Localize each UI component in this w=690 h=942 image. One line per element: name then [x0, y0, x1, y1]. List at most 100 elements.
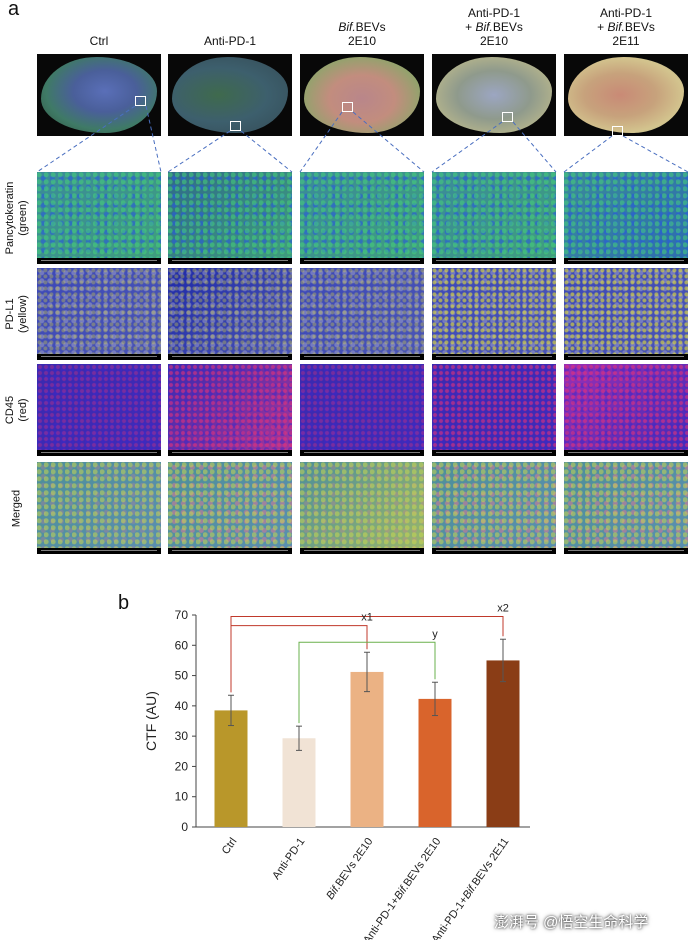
- significance-label: y: [432, 628, 438, 640]
- column-title-line: Bif.BEVs: [338, 20, 386, 34]
- micrograph-tile: [300, 172, 424, 264]
- tissue-section: [41, 57, 157, 133]
- micrograph-tile: [37, 364, 161, 456]
- micrograph-tile: [37, 172, 161, 264]
- column-title-line: + Bif.BEVs: [597, 20, 655, 34]
- column-title-line: Ctrl: [89, 34, 109, 48]
- y-axis-label: CTF (AU): [143, 691, 159, 751]
- region-of-interest-box: [135, 96, 146, 106]
- column-title-3: Bif.BEVs 2E10: [302, 20, 422, 48]
- bar: [214, 710, 248, 827]
- micrograph-tile: [300, 462, 424, 554]
- micrograph-tile: [37, 462, 161, 554]
- tissue-section: [436, 57, 552, 133]
- significance-label: x1: [361, 612, 373, 624]
- row-label-line: Merged: [10, 489, 23, 527]
- micrograph-tile: [168, 462, 292, 554]
- scale-bar: [432, 258, 556, 264]
- y-tick-label: 60: [175, 638, 189, 652]
- micrograph-tile: [564, 462, 688, 554]
- column-title-line: Anti-PD-1: [203, 34, 256, 48]
- scale-bar: [168, 450, 292, 456]
- micrograph-tile: [432, 172, 556, 264]
- scale-bar: [300, 548, 424, 554]
- x-tick-label: Anti-PD-1+Bif.BEVs 2E10: [361, 836, 443, 940]
- column-title-line: + Bif.BEVs: [465, 20, 523, 34]
- column-title-line: Anti-PD-1: [467, 6, 520, 20]
- column-title-1: Ctrl: [39, 34, 159, 48]
- row-label-line: Pancytokeratin: [4, 181, 16, 255]
- micrograph-tile: [432, 364, 556, 456]
- y-tick-label: 0: [181, 820, 188, 834]
- micrograph-tile: [564, 268, 688, 360]
- scale-bar: [432, 548, 556, 554]
- scale-bar: [37, 258, 161, 264]
- tissue-overview-image: [300, 54, 424, 136]
- bar: [350, 671, 384, 827]
- scale-bar: [168, 548, 292, 554]
- y-tick-label: 50: [175, 669, 189, 683]
- scale-bar: [37, 354, 161, 360]
- tissue-section: [568, 57, 684, 133]
- scale-bar: [300, 354, 424, 360]
- scale-bar: [432, 450, 556, 456]
- region-of-interest-box: [230, 121, 241, 131]
- row-label-line: (green): [17, 200, 29, 236]
- scale-bar: [37, 450, 161, 456]
- zoom-guide-line: [299, 111, 343, 173]
- zoom-guide-line: [240, 130, 293, 173]
- zoom-guide-line: [512, 121, 557, 173]
- ctf-bar-chart: 0 10 20 30 40 50 60 70 CTF (AU) Ctrl Anti-PD-1 Bif.…: [143, 603, 530, 940]
- y-tick-label: 20: [175, 759, 189, 773]
- tissue-section: [304, 57, 420, 133]
- micrograph-tile: [564, 172, 688, 264]
- row-label-2: PD-L1 (yellow): [4, 268, 30, 360]
- scale-bar: [432, 354, 556, 360]
- y-tick-label: 70: [175, 608, 189, 622]
- tissue-overview-image: [37, 54, 161, 136]
- region-of-interest-box: [342, 102, 353, 112]
- zoom-guide-line: [563, 135, 613, 173]
- zoom-guide-line: [431, 121, 503, 173]
- tissue-section: [172, 57, 288, 133]
- tissue-overview-image: [564, 54, 688, 136]
- bar: [282, 738, 316, 827]
- bar: [486, 660, 520, 827]
- scale-bar: [564, 354, 688, 360]
- y-tick-label: 10: [175, 790, 189, 804]
- column-title-4: Anti-PD-1 + Bif.BEVs 2E10: [434, 6, 554, 48]
- micrograph-tile: [432, 268, 556, 360]
- micrograph-tile: [168, 172, 292, 264]
- column-title-line: 2E11: [612, 34, 640, 48]
- row-label-3: CD45 (red): [4, 364, 30, 456]
- column-title-line: 2E10: [479, 34, 509, 48]
- y-tick-label: 40: [175, 699, 189, 713]
- zoom-lines: [36, 105, 689, 173]
- micrograph-tile: [37, 268, 161, 360]
- row-label-line: (yellow): [17, 295, 29, 333]
- panel-a-letter: a: [8, 0, 20, 20]
- row-label-4: Merged: [11, 462, 24, 554]
- micrograph-tile: [300, 364, 424, 456]
- zoom-guide-line: [352, 111, 425, 173]
- scale-bar: [564, 548, 688, 554]
- x-tick-label: Anti-PD-1: [270, 836, 307, 882]
- column-title-5: Anti-PD-1 + Bif.BEVs 2E11: [566, 6, 686, 48]
- column-title-2: Anti-PD-1: [170, 34, 290, 48]
- tissue-overview-image: [432, 54, 556, 136]
- row-label-line: (red): [17, 398, 29, 422]
- zoom-guide-line: [36, 105, 136, 173]
- region-of-interest-box: [612, 126, 623, 136]
- column-title-line: 2E10: [347, 34, 377, 48]
- x-tick-label: Ctrl: [220, 836, 240, 857]
- scale-bar: [564, 258, 688, 264]
- y-tick-label: 30: [175, 729, 189, 743]
- panel-b-letter: b: [118, 592, 130, 614]
- micrograph-tile: [564, 364, 688, 456]
- micrograph-tile: [300, 268, 424, 360]
- zoom-guide-line: [167, 130, 231, 173]
- x-tick-label: Bif.BEVs 2E10: [324, 836, 375, 902]
- micrograph-tile: [432, 462, 556, 554]
- row-label-1: Pancytokeratin (green): [4, 172, 30, 264]
- scale-bar: [564, 450, 688, 456]
